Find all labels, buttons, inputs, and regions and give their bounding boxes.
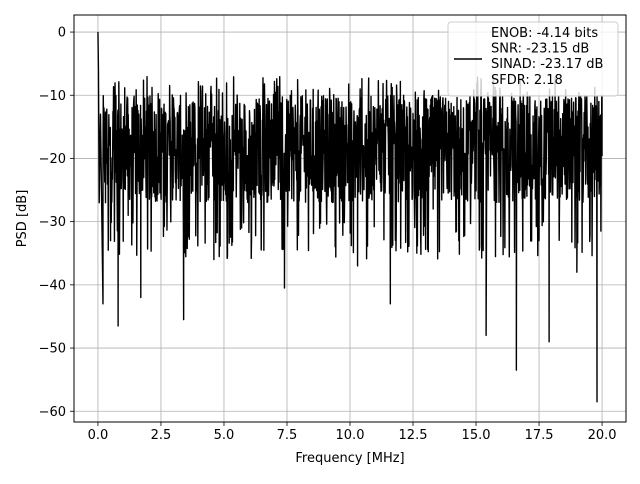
x-axis-label: Frequency [MHz] bbox=[295, 451, 404, 466]
x-tick-label: 17.5 bbox=[525, 428, 554, 443]
psd-series-line bbox=[97, 32, 603, 403]
x-tick-label: 5.0 bbox=[214, 428, 235, 443]
y-tick-label: −20 bbox=[39, 152, 66, 167]
plot-area bbox=[97, 32, 603, 403]
y-axis: 0 −10 −20 −30 −40 −50 −60 bbox=[39, 26, 74, 420]
y-tick-label: −50 bbox=[39, 342, 66, 357]
y-tick-label: −10 bbox=[39, 89, 66, 104]
x-tick-label: 0.0 bbox=[88, 428, 109, 443]
x-tick-label: 12.5 bbox=[399, 428, 428, 443]
y-tick-label: −30 bbox=[39, 215, 66, 230]
y-tick-label: −40 bbox=[39, 278, 66, 293]
x-tick-label: 10.0 bbox=[336, 428, 365, 443]
legend-box bbox=[447, 21, 619, 97]
legend-label: SNR: -23.15 dB bbox=[491, 42, 589, 57]
y-tick-label: 0 bbox=[58, 26, 66, 41]
legend-label: SINAD: -23.17 dB bbox=[491, 57, 603, 72]
y-axis-label: PSD [dB] bbox=[15, 190, 30, 248]
x-tick-label: 20.0 bbox=[588, 428, 617, 443]
x-axis: 0.0 2.5 5.0 7.5 10.0 12.5 15.0 17.5 20.0 bbox=[88, 422, 617, 443]
x-tick-label: 15.0 bbox=[462, 428, 491, 443]
legend-label: ENOB: -4.14 bits bbox=[491, 26, 598, 41]
legend-label: SFDR: 2.18 bbox=[491, 73, 563, 88]
x-tick-label: 7.5 bbox=[277, 428, 298, 443]
y-tick-label: −60 bbox=[39, 405, 66, 420]
x-tick-label: 2.5 bbox=[151, 428, 172, 443]
